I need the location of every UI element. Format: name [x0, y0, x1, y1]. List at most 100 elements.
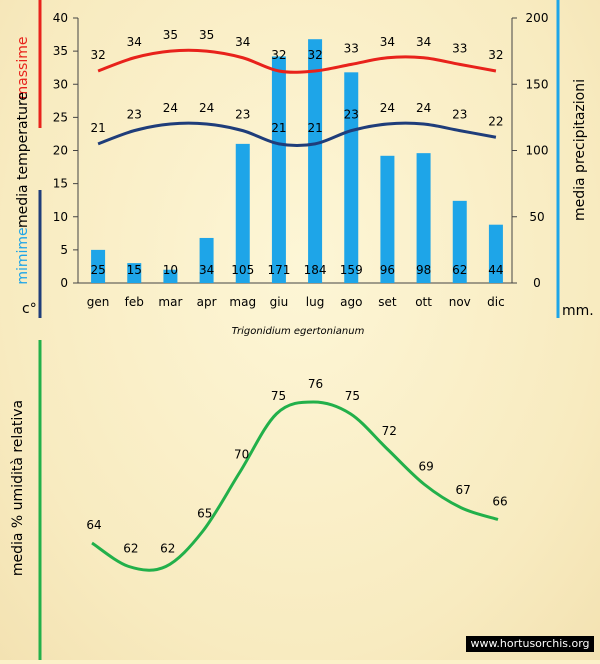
precipitation-bar: [308, 39, 323, 284]
temperature-value-label: 23: [344, 108, 359, 122]
x-tick-label: giu: [270, 295, 289, 309]
x-tick-label: apr: [197, 295, 217, 309]
precipitation-value-label: 10: [163, 263, 178, 277]
temperature-value-label: 32: [271, 48, 286, 62]
humidity-value-label: 75: [271, 389, 286, 403]
temperature-value-label: 33: [452, 41, 467, 55]
precipitation-value-label: 96: [380, 263, 395, 277]
left-tick-label: 10: [53, 210, 68, 224]
temperature-value-label: 23: [235, 108, 250, 122]
x-tick-label: ago: [340, 295, 362, 309]
humidity-chart: media % umidità relativa 64 62 62 65 70 75 76 7…: [10, 340, 508, 660]
precipitation-bar: [235, 143, 250, 283]
left-tick-label: 20: [53, 144, 68, 158]
precipitation-bar: [380, 155, 395, 283]
humidity-value-label: 62: [160, 542, 175, 556]
precipitation-bar: [416, 153, 431, 283]
x-tick-label: mar: [158, 295, 182, 309]
temperature-value-label: 34: [416, 35, 431, 49]
temperature-value-label: 34: [380, 35, 395, 49]
humidity-value-label: 76: [308, 377, 323, 391]
x-tick-label: lug: [306, 295, 325, 309]
x-tick-label: set: [378, 295, 397, 309]
max-temperature-line: [97, 48, 497, 74]
precipitation-value-label: 98: [416, 263, 431, 277]
temperature-precipitation-chart: 0 5 10 15 20 25 30 35 40 0 50 100 150 200 gen feb mar a…: [15, 0, 594, 337]
temperature-value-label: 33: [344, 41, 359, 55]
temperature-value-label: 23: [452, 108, 467, 122]
right-axis-unit: mm.: [562, 303, 594, 319]
temperature-value-label: 32: [488, 48, 503, 62]
precipitation-value-label: 15: [127, 263, 142, 277]
humidity-value-label: 69: [419, 459, 434, 473]
precipitation-value-label: 25: [90, 263, 105, 277]
left-tick-label: 40: [53, 11, 68, 25]
temperature-value-label: 32: [307, 48, 322, 62]
precipitation-value-label: 62: [452, 263, 467, 277]
temperature-value-label: 24: [199, 101, 214, 115]
left-axis-title-max: massime: [15, 37, 31, 100]
right-axis-title: media precipitazioni: [572, 79, 588, 221]
temperature-value-label: 34: [127, 35, 142, 49]
x-tick-label: gen: [87, 295, 110, 309]
left-axis-title-mid: media temperature: [15, 92, 31, 228]
precipitation-value-label: 184: [304, 263, 327, 277]
precipitation-value-label: 105: [231, 263, 254, 277]
temperature-value-label: 21: [307, 121, 322, 135]
x-tick-label: dic: [487, 295, 505, 309]
temperature-value-label: 35: [199, 28, 214, 42]
precipitation-bar: [488, 224, 503, 283]
precipitation-bar: [199, 237, 214, 283]
temperature-value-label: 32: [90, 48, 105, 62]
temperature-value-label: 21: [271, 121, 286, 135]
x-tick-label: mag: [229, 295, 256, 309]
left-tick-label: 30: [53, 77, 68, 91]
humidity-value-label: 64: [86, 518, 101, 532]
credit-text: www.hortusorchis.org: [466, 636, 594, 652]
precipitation-value-label: 159: [340, 263, 363, 277]
right-tick-label: 200: [526, 11, 549, 25]
humidity-value-label: 65: [197, 506, 212, 520]
right-tick-label: 0: [533, 276, 541, 290]
min-temperature-line: [97, 121, 497, 148]
humidity-value-label: 70: [234, 448, 249, 462]
humidity-value-label: 62: [123, 542, 138, 556]
species-caption: Trigonidium egertonianum: [232, 326, 365, 337]
humidity-axis-title: media % umidità relativa: [10, 400, 26, 576]
temperature-value-label: 22: [488, 114, 503, 128]
precipitation-bar: [452, 200, 467, 283]
right-tick-label: 150: [526, 77, 549, 91]
x-tick-label: feb: [125, 295, 144, 309]
x-tick-label: nov: [449, 295, 471, 309]
precipitation-bar: [127, 263, 142, 283]
humidity-value-label: 72: [382, 424, 397, 438]
left-axis-unit: c°: [22, 301, 37, 317]
temperature-value-label: 23: [127, 108, 142, 122]
temperature-value-label: 35: [163, 28, 178, 42]
temperature-value-label: 24: [380, 101, 395, 115]
precipitation-bar: [344, 72, 359, 283]
left-axis-title-min: mimime: [15, 227, 31, 284]
humidity-value-label: 75: [345, 389, 360, 403]
humidity-value-label: 66: [492, 495, 507, 509]
left-tick-label: 15: [53, 177, 68, 191]
precipitation-value-label: 34: [199, 263, 214, 277]
x-tick-label: ott: [415, 295, 432, 309]
temperature-value-label: 34: [235, 35, 250, 49]
right-tick-label: 100: [526, 144, 549, 158]
precipitation-bar: [91, 249, 106, 283]
left-tick-label: 25: [53, 110, 68, 124]
left-tick-label: 0: [60, 276, 68, 290]
temperature-value-label: 24: [163, 101, 178, 115]
right-tick-label: 50: [529, 210, 544, 224]
left-tick-label: 35: [53, 44, 68, 58]
left-tick-label: 5: [60, 243, 68, 257]
precipitation-bar: [163, 269, 178, 283]
precipitation-value-label: 171: [267, 263, 290, 277]
temperature-value-label: 21: [90, 121, 105, 135]
precipitation-value-label: 44: [488, 263, 503, 277]
precipitation-bar: [271, 56, 286, 283]
temperature-value-label: 24: [416, 101, 431, 115]
